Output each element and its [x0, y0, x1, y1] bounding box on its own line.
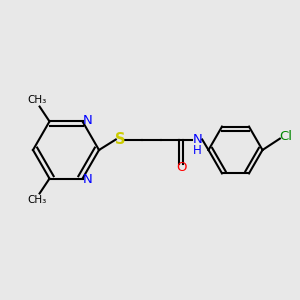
- Text: CH₃: CH₃: [28, 195, 47, 205]
- Text: N: N: [82, 114, 92, 127]
- Text: N: N: [82, 173, 92, 186]
- Text: H: H: [193, 144, 202, 158]
- Text: O: O: [176, 160, 187, 174]
- Text: S: S: [115, 132, 125, 147]
- Text: Cl: Cl: [279, 130, 292, 143]
- Text: CH₃: CH₃: [28, 95, 47, 105]
- Text: N: N: [193, 133, 202, 146]
